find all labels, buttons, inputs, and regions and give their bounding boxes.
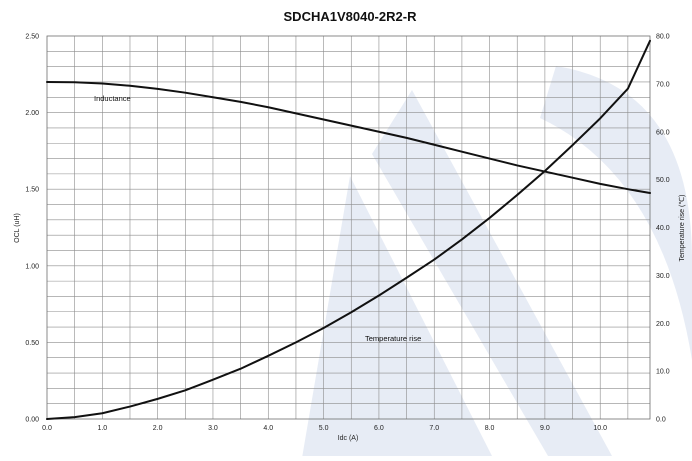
watermark-stripe-middle <box>372 90 612 456</box>
x-tick-label: 0.0 <box>42 425 52 432</box>
series-layer <box>46 39 651 420</box>
x-tick-label: 10.0 <box>593 425 607 432</box>
series-line-inductance <box>46 80 651 195</box>
y2-tick-label: 10.0 <box>656 369 670 376</box>
y-tick-label: 0.00 <box>25 417 39 424</box>
y-tick-label: 1.00 <box>25 263 39 270</box>
y2-tick-label: 30.0 <box>656 273 670 280</box>
tick-labels: 0.0 1.0 2.0 3.0 4.0 5.0 6.0 7.0 8.0 9.0 10.00.000.… <box>25 34 669 433</box>
y2-axis-label: Temperature rise (℃) <box>679 195 686 262</box>
annotation-temperature-rise: Temperature rise <box>365 334 421 343</box>
x-tick-label: 4.0 <box>263 425 273 432</box>
plot-frame <box>46 35 651 420</box>
grid <box>47 36 650 419</box>
x-axis-label: Idc (A) <box>338 435 359 442</box>
y2-tick-label: 80.0 <box>656 34 670 41</box>
y-tick-label: 0.50 <box>25 340 39 347</box>
x-tick-label: 6.0 <box>374 425 384 432</box>
y-tick-label: 2.00 <box>25 110 39 117</box>
y2-tick-label: 60.0 <box>656 129 670 136</box>
y2-tick-label: 40.0 <box>656 225 670 232</box>
y-tick-label: 2.50 <box>25 34 39 41</box>
x-tick-label: 9.0 <box>540 425 550 432</box>
watermark-logo <box>302 66 692 458</box>
y2-tick-label: 70.0 <box>656 81 670 88</box>
watermark-arc <box>540 66 692 360</box>
chart-title: SDCHA1V8040-2R2-R <box>284 9 418 24</box>
y2-tick-label: 20.0 <box>656 321 670 328</box>
x-tick-label: 5.0 <box>319 425 329 432</box>
series-line-temperature-rise <box>46 39 651 420</box>
y2-tick-label: 50.0 <box>656 177 670 184</box>
y2-tick-label: 0.0 <box>656 417 666 424</box>
x-tick-label: 8.0 <box>485 425 495 432</box>
x-tick-label: 7.0 <box>429 425 439 432</box>
y-tick-label: 1.50 <box>25 187 39 194</box>
y-axis-label: OCL (uH) <box>14 213 21 243</box>
x-tick-label: 1.0 <box>97 425 107 432</box>
x-tick-label: 3.0 <box>208 425 218 432</box>
x-tick-label: 2.0 <box>153 425 163 432</box>
annotation-inductance: Inductance <box>94 94 131 103</box>
watermark-stripe-left <box>302 176 492 458</box>
